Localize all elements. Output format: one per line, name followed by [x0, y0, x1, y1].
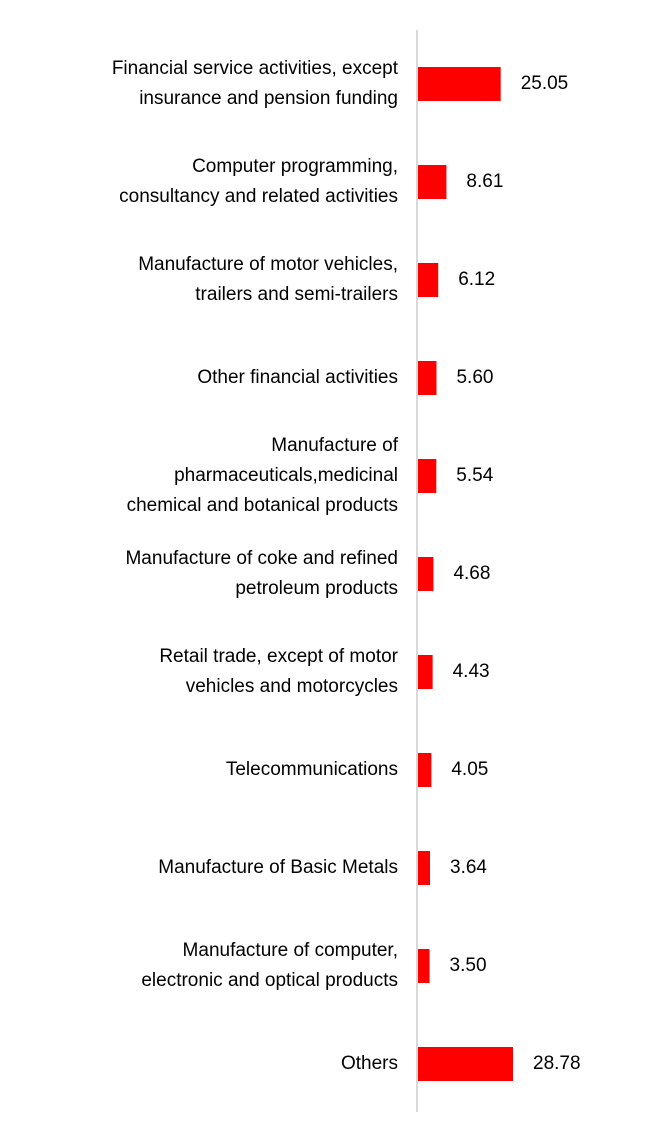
bar [418, 263, 439, 297]
value-label: 25.05 [521, 73, 569, 94]
value-label: 28.78 [533, 1053, 581, 1074]
bar [418, 851, 431, 885]
value-label: 4.43 [453, 661, 490, 682]
value-label: 4.68 [453, 563, 490, 584]
category-label: Manufacture of Basic Metals [158, 857, 398, 878]
category-label: Manufacture of coke and refined petroleum… [125, 548, 398, 599]
category-label: Manufacture of motor vehicles, trailers a… [138, 254, 398, 305]
category-label: Computer programming, consultancy and rel… [119, 156, 398, 207]
value-label: 5.60 [456, 367, 493, 388]
value-label: 3.50 [450, 955, 487, 976]
bar [418, 655, 433, 689]
bar [418, 459, 437, 493]
value-label: 8.61 [466, 171, 503, 192]
category-label: Retail trade, except of motor vehicles an… [159, 646, 398, 697]
bar [418, 557, 434, 591]
bar [418, 361, 437, 395]
category-label: Other financial activities [197, 367, 398, 388]
value-label: 4.05 [451, 759, 488, 780]
bar [418, 67, 501, 101]
value-label: 6.12 [458, 269, 495, 290]
bar [418, 753, 432, 787]
value-label: 5.54 [456, 465, 493, 486]
category-label: Manufacture of computer, electronic and o… [141, 940, 398, 991]
category-label: Telecommunications [226, 759, 398, 780]
bar [418, 165, 447, 199]
category-label: Manufacture of pharmaceuticals,medicinal c… [127, 435, 399, 516]
value-label: 3.64 [450, 857, 487, 878]
bar [418, 949, 430, 983]
bar [418, 1047, 513, 1081]
category-label: Others [341, 1053, 398, 1074]
category-label: Financial service activities, except insu… [112, 58, 399, 109]
